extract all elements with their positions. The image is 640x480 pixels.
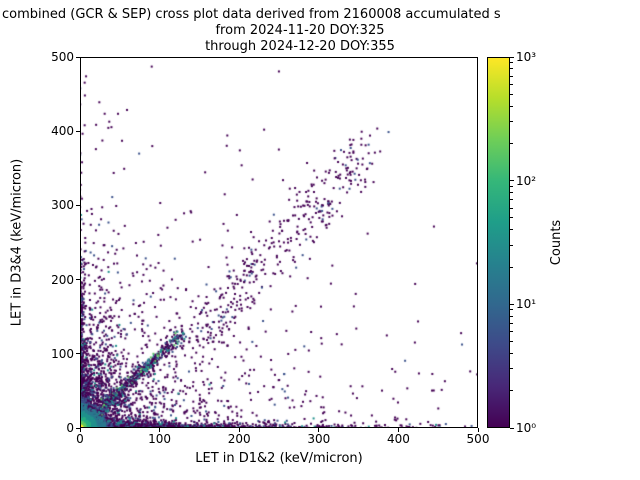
y-tick (76, 427, 80, 429)
colorbar-minor-tick (510, 309, 513, 311)
colorbar-minor-tick (510, 353, 513, 355)
colorbar-tick-label: 10² (516, 173, 537, 188)
x-tick (477, 428, 479, 432)
chart-title-line-1: combined (GCR & SEP) cross plot data der… (2, 7, 501, 22)
colorbar-minor-tick (510, 244, 513, 246)
colorbar-minor-tick (510, 68, 513, 70)
colorbar-minor-tick (510, 62, 513, 64)
x-tick-label: 200 (227, 432, 251, 446)
y-tick (76, 279, 80, 281)
x-tick-label: 300 (307, 432, 331, 446)
colorbar-minor-tick (510, 93, 513, 95)
chart-title-line-3: through 2024-12-20 DOY:355 (205, 39, 395, 54)
x-tick-label: 400 (386, 432, 410, 446)
y-axis-label-wrap: LET in D3&4 (keV/micron) (6, 57, 28, 428)
x-tick-label: 500 (466, 432, 490, 446)
colorbar-tick-label: 10¹ (516, 297, 537, 312)
colorbar-major-tick (510, 180, 514, 182)
y-tick-label: 0 (66, 421, 74, 435)
y-tick (76, 204, 80, 206)
colorbar-tick-label: 10⁰ (516, 421, 537, 435)
y-axis-label: LET in D3&4 (keV/micron) (9, 158, 25, 327)
x-tick-label: 100 (148, 432, 172, 446)
colorbar-label-wrap: Counts (546, 57, 568, 428)
y-tick-label: 500 (51, 50, 74, 64)
x-tick (318, 428, 320, 432)
x-tick (159, 428, 161, 432)
x-tick (238, 428, 240, 432)
colorbar-minor-tick (510, 341, 513, 343)
x-tick-label: 0 (76, 432, 84, 446)
y-tick (76, 130, 80, 132)
colorbar-minor-tick (510, 217, 513, 219)
colorbar-minor-tick (510, 229, 513, 231)
colorbar-minor-tick (510, 192, 513, 194)
colorbar-minor-tick (510, 185, 513, 187)
colorbar-minor-tick (510, 266, 513, 268)
colorbar-major-tick (510, 427, 514, 429)
colorbar-label: Counts (549, 219, 565, 266)
colorbar-minor-tick (510, 207, 513, 209)
colorbar-minor-tick (510, 390, 513, 392)
colorbar-minor-tick (510, 315, 513, 317)
chart-title-line-2: from 2024-11-20 DOY:325 (215, 23, 385, 38)
colorbar-minor-tick (510, 199, 513, 201)
colorbar-minor-tick (510, 75, 513, 77)
colorbar-gradient (487, 57, 510, 428)
y-tick-label: 400 (51, 124, 74, 139)
colorbar-minor-tick (510, 368, 513, 370)
colorbar-minor-tick (510, 322, 513, 324)
colorbar-major-tick (510, 303, 514, 305)
y-tick-label: 200 (51, 272, 74, 287)
colorbar-minor-tick (510, 142, 513, 144)
x-axis-label: LET in D1&2 (keV/micron) (195, 451, 363, 466)
scatter-plot-canvas (80, 57, 478, 428)
x-tick (397, 428, 399, 432)
x-tick (79, 428, 81, 432)
y-tick (76, 353, 80, 355)
y-tick (76, 56, 80, 58)
colorbar-tick-label: 10³ (516, 50, 537, 64)
y-tick-label: 300 (51, 198, 74, 213)
colorbar-minor-tick (510, 105, 513, 107)
colorbar-major-tick (510, 56, 514, 58)
colorbar-minor-tick (510, 83, 513, 85)
colorbar-minor-tick (510, 121, 513, 123)
colorbar-minor-tick (510, 331, 513, 333)
y-tick-label: 100 (51, 346, 74, 361)
